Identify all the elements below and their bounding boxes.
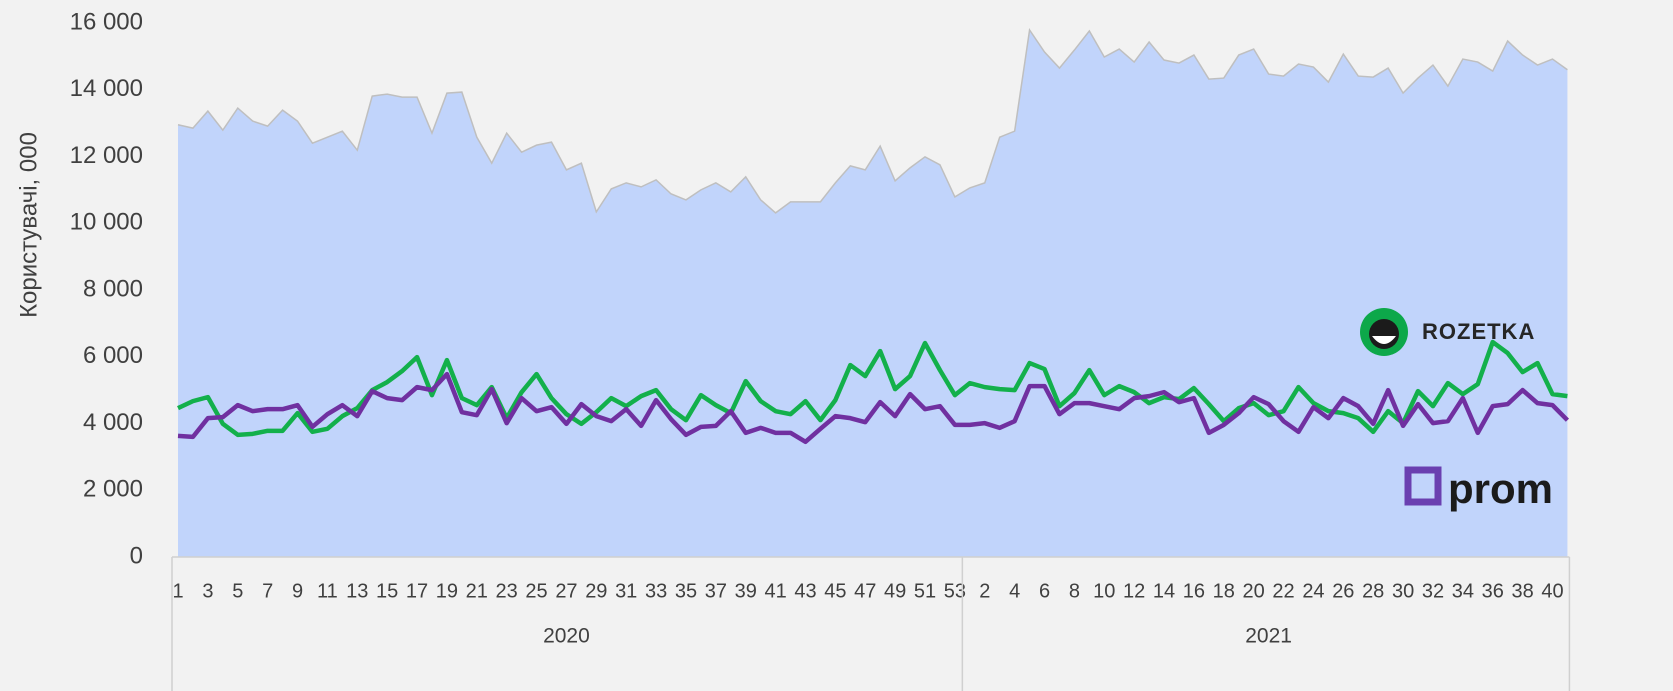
x-tick-label: 14 [1153,580,1175,602]
x-tick-label: 23 [496,580,518,602]
x-tick-label: 24 [1302,580,1324,602]
x-tick-label: 22 [1272,580,1294,602]
x-tick-label: 31 [615,580,637,602]
x-tick-label: 43 [794,580,816,602]
rozetka-logo: ROZETKA [1360,308,1535,356]
x-tick-label: 30 [1392,580,1414,602]
x-tick-label: 3 [202,580,213,602]
x-tick-label: 8 [1069,580,1080,602]
x-tick-label: 5 [232,580,243,602]
x-tick-label: 19 [436,580,458,602]
y-tick-label: 12 000 [70,142,143,169]
prom-logo: prom [1404,465,1553,512]
x-tick-label: 25 [525,580,547,602]
x-tick-label: 6 [1039,580,1050,602]
line [177,371,1570,445]
x-tick-label: 40 [1541,580,1563,602]
x-tick-label: 33 [645,580,667,602]
x-tick-label: 15 [376,580,398,602]
x-tick-label: 27 [555,580,577,602]
x-tick-label: 41 [764,580,786,602]
y-axis-label: Користувачі, 000 [15,132,42,318]
x-tick-label: 2 [979,580,990,602]
area-outline [177,27,1568,214]
y-tick-label: 8 000 [83,275,143,302]
plot: 0 2 000 4 000 6 000 8 000 10 000 12 000 14 000 1… [70,8,1571,691]
group-label: 2021 [1245,625,1292,648]
line [177,339,1568,438]
x-tick-label: 26 [1332,580,1354,602]
x-tick-label: 37 [705,580,727,602]
x-tick-label: 45 [824,580,846,602]
legend-label: ROZETKA [1422,319,1535,344]
x-tick-label: 7 [262,580,273,602]
x-tick-label: 10 [1093,580,1115,602]
y-tick-label: 10 000 [70,209,143,236]
y-tick-label: 4 000 [83,409,143,436]
x-tick-label: 18 [1213,580,1235,602]
x-tick-label: 12 [1123,580,1145,602]
x-tick-label: 36 [1482,580,1504,602]
y-tick-label: 2 000 [83,476,143,503]
x-tick-label: 38 [1511,580,1533,602]
x-tick-label: 20 [1243,580,1265,602]
x-tick-label: 21 [466,580,488,602]
y-tick-label: 0 [130,542,143,569]
x-tick-label: 17 [406,580,428,602]
y-tick-label: 16 000 [70,8,143,35]
x-tick-label: 35 [675,580,697,602]
y-tick-label: 14 000 [70,75,143,102]
x-tick-label: 49 [884,580,906,602]
x-tick-label: 11 [317,580,338,602]
x-tick-label: 47 [854,580,876,602]
x-tick-label: 32 [1422,580,1444,602]
x-tick-label: 34 [1452,580,1474,602]
group-label: 2020 [543,625,590,648]
x-tick-label: 51 [914,580,936,602]
x-tick-label: 16 [1183,580,1205,602]
x-tick-label: 13 [346,580,368,602]
x-tick-label: 1 [172,580,183,602]
prom-icon [1404,466,1442,506]
x-tick-label: 39 [735,580,757,602]
rozetka-icon-smile [1372,336,1396,344]
x-tick-label: 9 [292,580,303,602]
legend-label: prom [1448,465,1553,512]
area [178,30,1568,558]
x-tick-label: 53 [944,580,966,602]
x-tick-label: 29 [585,580,607,602]
y-tick-label: 6 000 [83,342,143,369]
rozetka-icon-face [1369,319,1399,349]
x-tick-label: 28 [1362,580,1384,602]
x-tick-label: 4 [1009,580,1020,602]
